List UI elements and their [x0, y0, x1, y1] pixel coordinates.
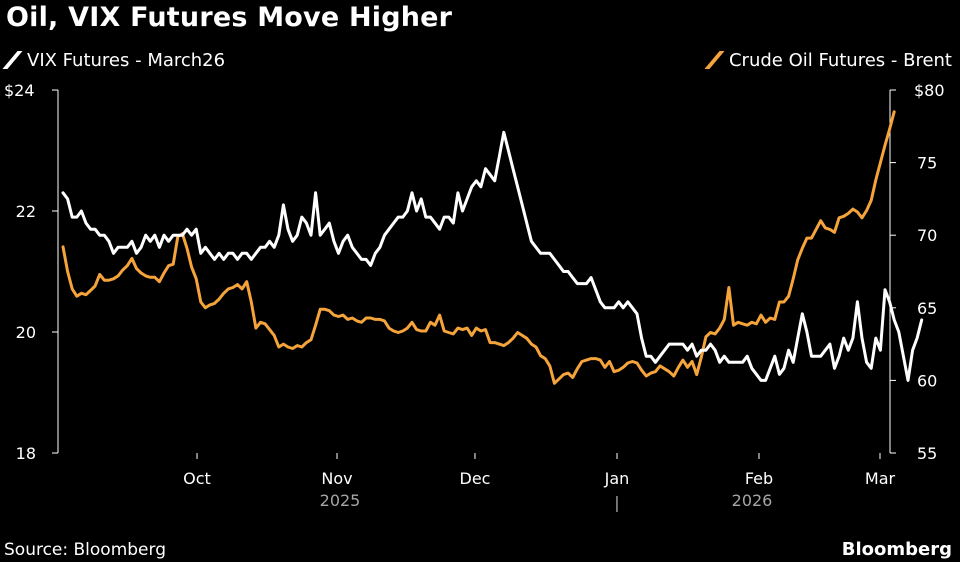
x-axis-tick-label: Jan	[604, 469, 630, 488]
right-axis-tick-label: 55	[917, 444, 937, 463]
brent-crude-line	[61, 110, 896, 385]
left-axis-tick-label: 22	[16, 202, 36, 221]
vix-futures-line	[61, 130, 924, 382]
brand-logo-text: Bloomberg	[841, 539, 952, 560]
x-axis-tick-label: Oct	[183, 469, 211, 488]
x-axis-tick-label: Feb	[745, 469, 773, 488]
left-axis-tick-label: $24	[4, 81, 35, 100]
left-axis-tick-label: 18	[16, 444, 36, 463]
year-separator: |	[614, 493, 619, 512]
source-note: Source: Bloomberg	[4, 540, 166, 560]
x-axis-tick-label: Mar	[865, 469, 896, 488]
x-axis-tick-label: Dec	[460, 469, 491, 488]
right-axis-tick-label: $80	[914, 81, 945, 100]
x-axis-tick-label: Nov	[321, 469, 352, 488]
year-label-2026: 2026	[732, 491, 773, 510]
right-axis-tick-label: 75	[917, 154, 937, 173]
legend-brent: Crude Oil Futures - Brent	[704, 50, 952, 71]
right-axis-tick-label: 65	[917, 299, 937, 318]
legend-label-brent: Crude Oil Futures - Brent	[728, 50, 952, 71]
right-axis-tick-label: 60	[917, 371, 937, 390]
right-axis-tick-label: 70	[917, 226, 937, 245]
chart-title: Oil, VIX Futures Move Higher	[6, 2, 453, 33]
year-label-2025: 2025	[320, 491, 361, 510]
left-axis-tick-label: 20	[16, 323, 36, 342]
legend-label-vix: VIX Futures - March26	[27, 50, 226, 71]
legend-vix: VIX Futures - March26	[2, 50, 226, 71]
